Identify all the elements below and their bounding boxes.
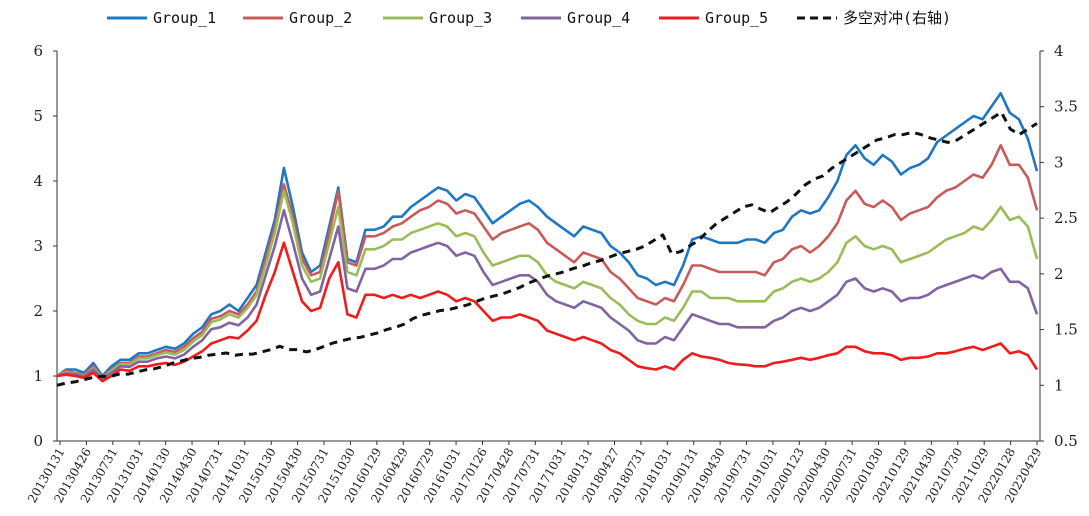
legend-label: Group_3 <box>429 9 492 27</box>
y2-tick-label: 4 <box>1054 42 1064 60</box>
y2-tick-label: 1.5 <box>1054 321 1078 339</box>
legend-label: Group_1 <box>153 9 216 27</box>
legend-label: Group_5 <box>705 9 768 27</box>
legend-label: Group_4 <box>567 9 630 27</box>
y-tick-label: 5 <box>33 107 43 125</box>
series-line-5 <box>56 241 1039 383</box>
x-axis: 2013013120130426201307312013103120140130… <box>25 441 1045 505</box>
series-line-4 <box>56 209 1039 380</box>
y2-tick-label: 2 <box>1054 265 1064 283</box>
plot-area <box>56 51 1041 442</box>
y-axis-left: 0 1 2 3 4 5 6 <box>33 42 57 450</box>
series-line-1 <box>56 92 1039 378</box>
y-tick-label: 4 <box>33 172 43 190</box>
series-line-2 <box>56 144 1039 379</box>
y-tick-label: 2 <box>33 302 43 320</box>
series-line-6 <box>56 110 1038 387</box>
y-tick-label: 6 <box>33 42 43 60</box>
y-tick-label: 0 <box>33 432 43 450</box>
legend-label: Group_2 <box>289 9 352 27</box>
legend: Group_1 Group_2 Group_3 Group_4 Group_5 多空对冲(… <box>107 9 951 27</box>
y-axis-right: 0.5 1 1.5 2 2.5 3 3.5 4 <box>1040 42 1078 450</box>
legend-label: 多空对冲(右轴) <box>843 9 951 27</box>
y2-tick-label: 2.5 <box>1054 209 1078 227</box>
y-tick-label: 3 <box>33 237 43 255</box>
y-tick-label: 1 <box>33 367 43 385</box>
y2-tick-label: 3.5 <box>1054 98 1078 116</box>
y2-tick-label: 1 <box>1054 376 1064 394</box>
y2-tick-label: 0.5 <box>1054 432 1078 450</box>
y2-tick-label: 3 <box>1054 153 1064 171</box>
